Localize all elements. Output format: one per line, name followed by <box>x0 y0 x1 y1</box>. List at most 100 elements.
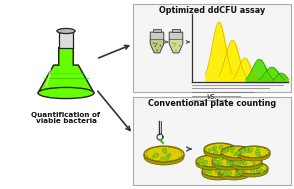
Circle shape <box>160 45 161 46</box>
Ellipse shape <box>204 144 236 156</box>
Circle shape <box>230 162 233 165</box>
Circle shape <box>223 150 225 153</box>
Circle shape <box>225 149 228 152</box>
Circle shape <box>212 148 215 151</box>
Ellipse shape <box>238 149 270 161</box>
Circle shape <box>164 150 167 153</box>
Circle shape <box>234 153 236 156</box>
Ellipse shape <box>196 155 228 167</box>
Circle shape <box>258 154 261 157</box>
Circle shape <box>214 150 218 154</box>
Ellipse shape <box>196 157 228 169</box>
Ellipse shape <box>221 148 253 160</box>
Circle shape <box>232 157 236 161</box>
Circle shape <box>155 45 156 47</box>
Ellipse shape <box>202 165 234 177</box>
Circle shape <box>208 170 212 174</box>
Circle shape <box>229 147 231 150</box>
Ellipse shape <box>230 156 262 168</box>
Circle shape <box>247 149 251 153</box>
Ellipse shape <box>204 145 236 157</box>
Circle shape <box>205 169 208 173</box>
Circle shape <box>235 173 238 176</box>
Circle shape <box>198 160 203 164</box>
Circle shape <box>162 148 166 152</box>
Circle shape <box>251 166 254 169</box>
Circle shape <box>256 147 259 150</box>
Circle shape <box>219 168 222 171</box>
Circle shape <box>216 168 220 172</box>
Circle shape <box>256 168 260 172</box>
Circle shape <box>228 171 232 175</box>
Circle shape <box>241 161 245 164</box>
Ellipse shape <box>230 155 262 167</box>
Circle shape <box>241 168 243 171</box>
Circle shape <box>226 168 229 171</box>
Polygon shape <box>169 39 183 53</box>
Ellipse shape <box>212 156 244 168</box>
Circle shape <box>251 169 255 174</box>
Ellipse shape <box>236 164 268 176</box>
Circle shape <box>236 173 238 176</box>
Circle shape <box>225 148 229 152</box>
Ellipse shape <box>202 166 234 178</box>
Circle shape <box>164 150 167 153</box>
Circle shape <box>239 150 242 153</box>
Circle shape <box>220 157 223 160</box>
Circle shape <box>249 156 253 160</box>
Ellipse shape <box>204 143 236 155</box>
Circle shape <box>242 167 244 170</box>
Circle shape <box>235 152 238 155</box>
Ellipse shape <box>144 147 184 163</box>
Circle shape <box>206 167 211 172</box>
Ellipse shape <box>212 155 244 167</box>
Text: Conventional plate counting: Conventional plate counting <box>148 99 276 108</box>
Circle shape <box>179 45 180 46</box>
Bar <box>172 29 180 32</box>
Circle shape <box>230 161 234 165</box>
Circle shape <box>227 163 231 167</box>
Circle shape <box>246 165 249 168</box>
Circle shape <box>243 165 245 168</box>
Ellipse shape <box>236 165 268 177</box>
Ellipse shape <box>38 88 94 99</box>
Ellipse shape <box>221 147 253 159</box>
Circle shape <box>175 50 177 51</box>
Ellipse shape <box>204 146 236 158</box>
FancyBboxPatch shape <box>133 4 291 92</box>
Ellipse shape <box>218 165 250 177</box>
Ellipse shape <box>236 163 268 175</box>
Circle shape <box>239 150 241 153</box>
Circle shape <box>225 173 228 176</box>
Circle shape <box>240 161 243 164</box>
Ellipse shape <box>238 147 270 159</box>
Circle shape <box>244 148 247 150</box>
Circle shape <box>238 170 241 173</box>
Circle shape <box>228 147 231 150</box>
Circle shape <box>243 162 247 165</box>
Circle shape <box>217 161 221 164</box>
Circle shape <box>156 43 157 45</box>
Circle shape <box>216 161 220 165</box>
Circle shape <box>165 157 168 160</box>
Circle shape <box>220 169 225 173</box>
Circle shape <box>156 153 158 156</box>
Circle shape <box>215 161 218 164</box>
Ellipse shape <box>196 158 228 170</box>
Circle shape <box>261 164 263 167</box>
Circle shape <box>216 163 219 166</box>
Circle shape <box>172 43 174 44</box>
Ellipse shape <box>202 167 234 179</box>
Circle shape <box>223 173 226 176</box>
Text: Quantification of: Quantification of <box>31 112 101 118</box>
Circle shape <box>253 162 255 165</box>
Circle shape <box>227 161 230 164</box>
Ellipse shape <box>202 168 234 180</box>
Ellipse shape <box>221 149 253 161</box>
Circle shape <box>215 170 218 173</box>
Circle shape <box>259 169 263 174</box>
Circle shape <box>257 168 261 171</box>
Ellipse shape <box>218 166 250 178</box>
Ellipse shape <box>57 29 75 34</box>
Circle shape <box>199 162 203 166</box>
